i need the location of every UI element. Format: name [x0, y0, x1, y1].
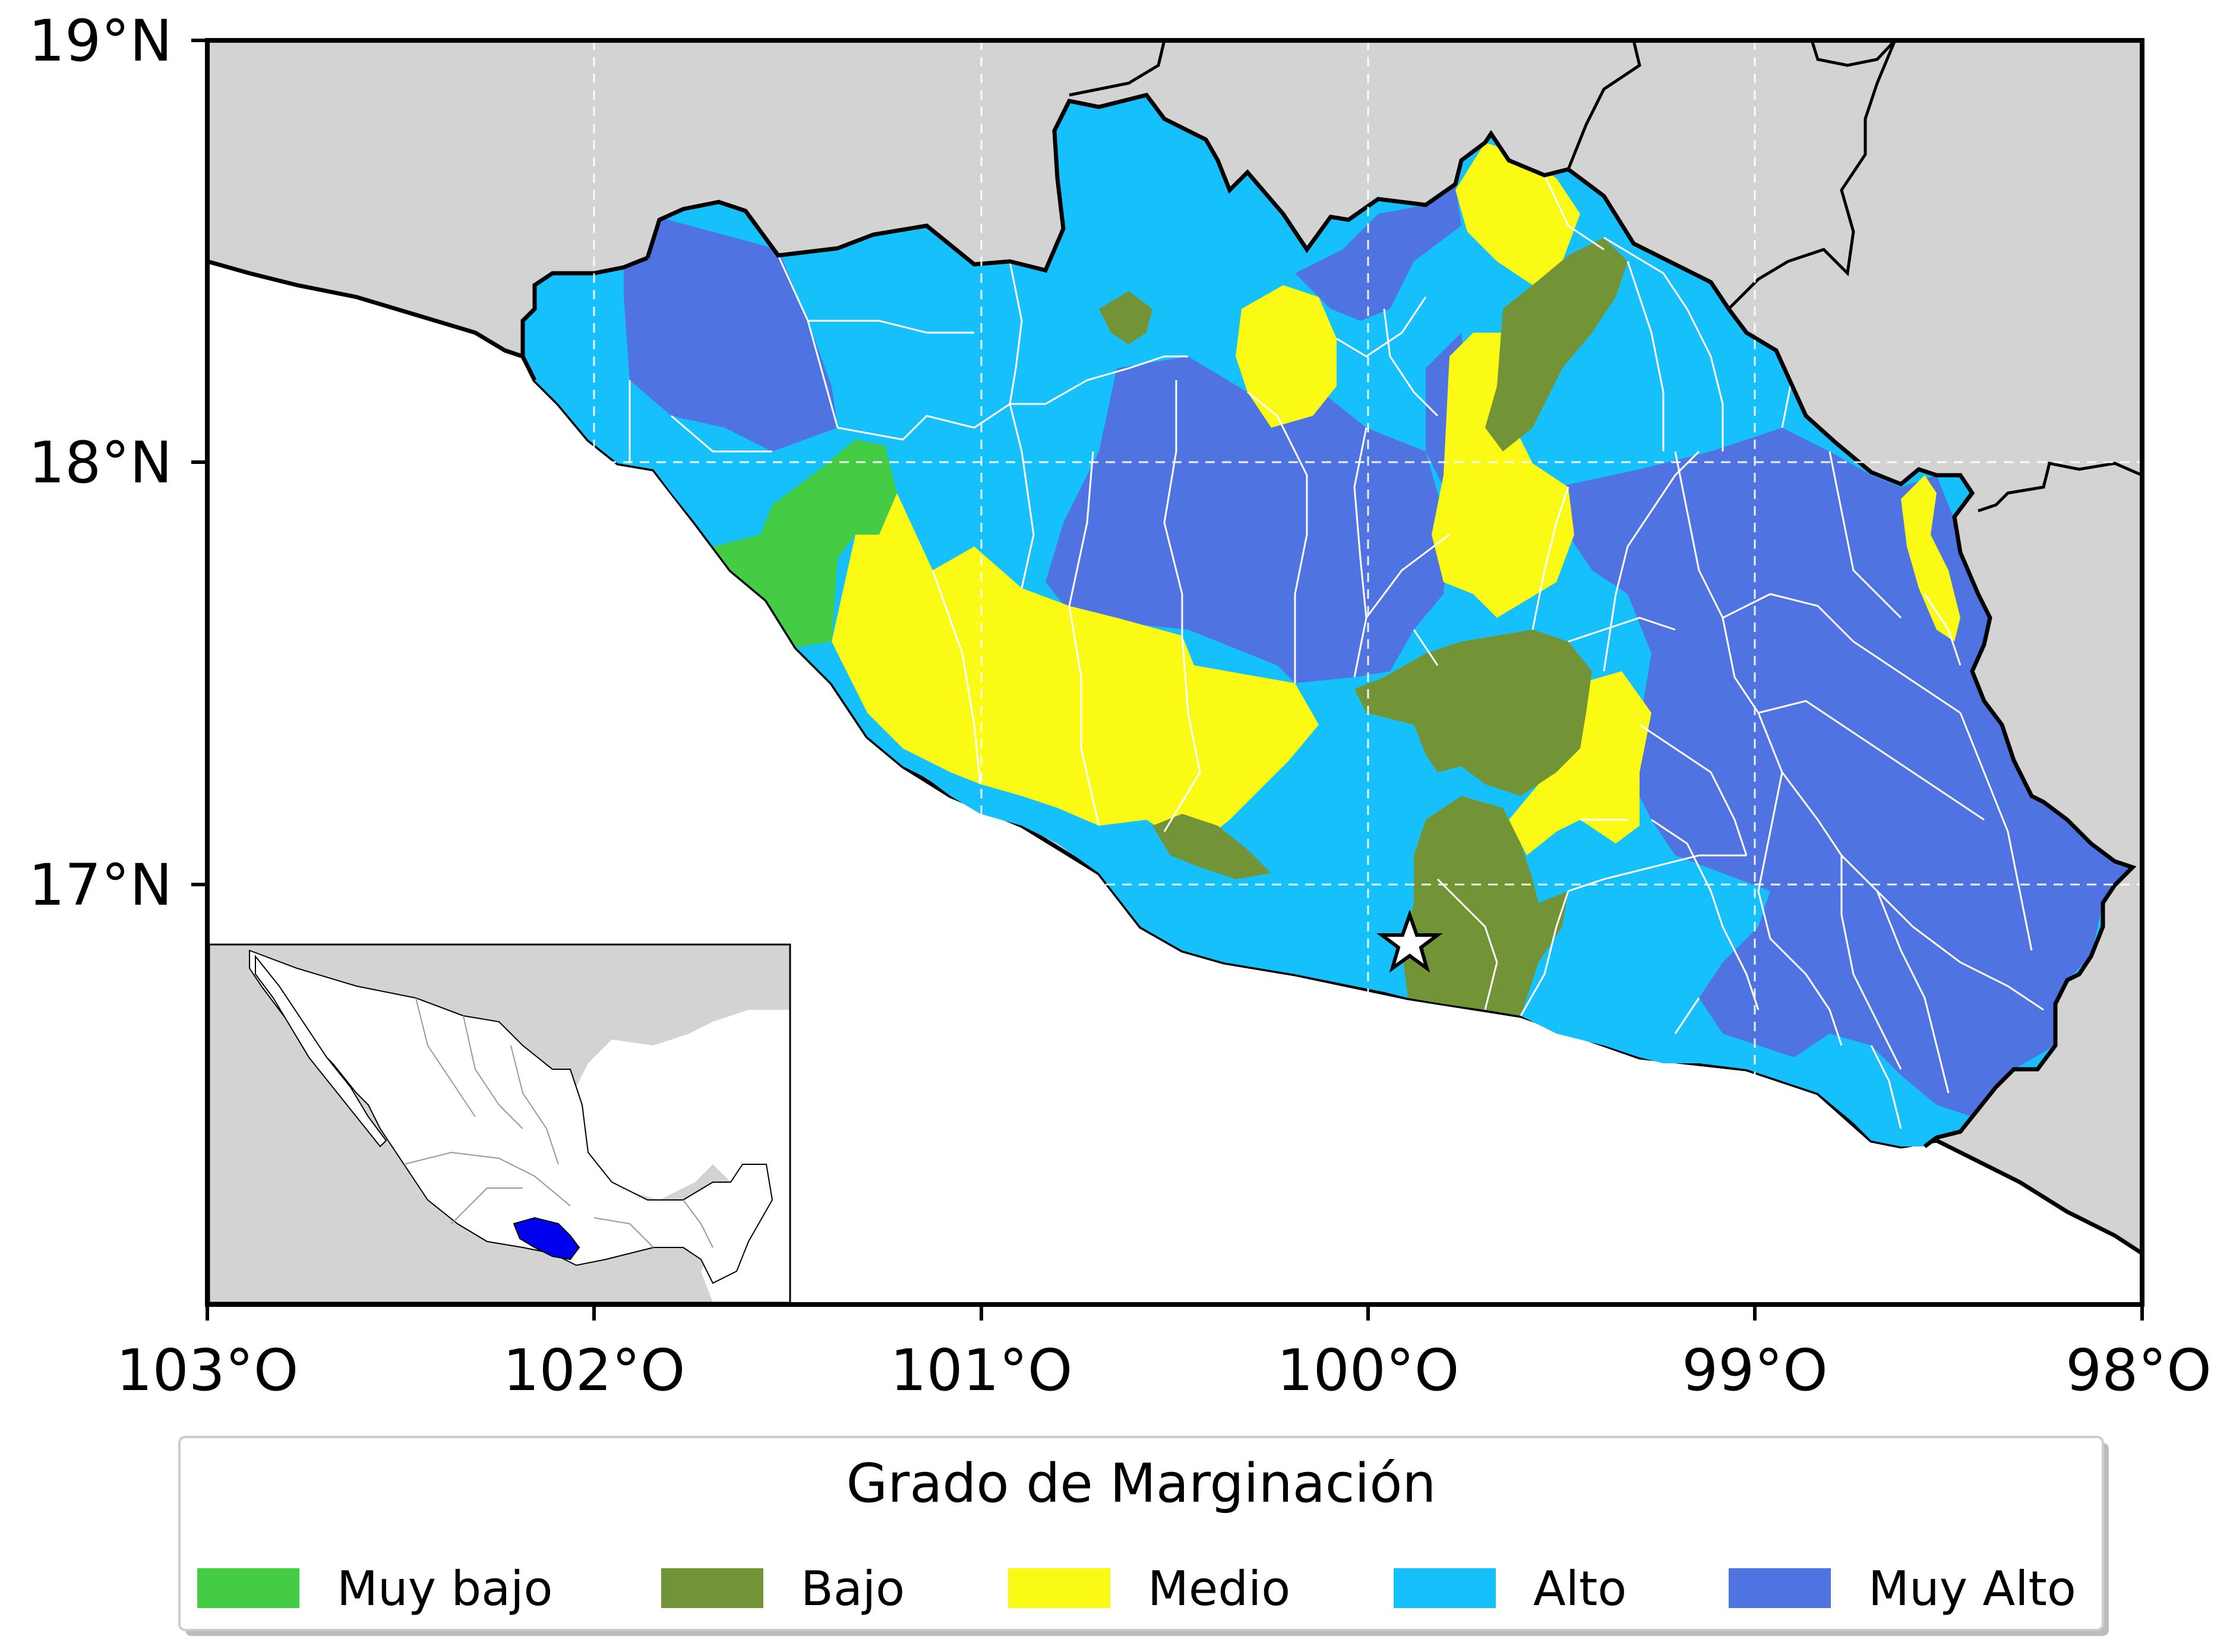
region-muy-alto-north [1295, 184, 1461, 321]
neighbor-state-borders [1069, 40, 2142, 513]
municipalities-layer [523, 95, 2133, 1146]
region-medio-south [1509, 671, 1651, 855]
lat-tick-19: 19°N [29, 8, 172, 74]
region-bajo-south [1402, 796, 1568, 1016]
legend-label-muy-bajo: Muy bajo [337, 1561, 552, 1616]
region-medio-east [1901, 475, 1960, 642]
inset-map [208, 943, 791, 1304]
guerrero-outline [520, 93, 2137, 1148]
region-muy-alto-east [1556, 428, 2133, 1117]
region-medio-north2 [1455, 143, 1580, 285]
legend-swatch-alto [1394, 1568, 1496, 1608]
legend-label-alto: Alto [1533, 1561, 1626, 1616]
inset-guerrero [513, 1217, 580, 1261]
lon-tick-103: 103°O [116, 1337, 299, 1404]
legend-label-bajo: Bajo [801, 1561, 905, 1616]
lon-tick-101: 101°O [890, 1337, 1073, 1404]
region-muy-bajo [713, 440, 897, 647]
inset-baja [255, 955, 387, 1148]
legend-label-muy-alto: Muy Alto [1868, 1561, 2076, 1616]
lat-tick-18: 18°N [29, 429, 172, 496]
region-bajo-small [1099, 291, 1152, 345]
legend-swatch-bajo [661, 1568, 763, 1608]
legend-swatch-medio [1008, 1568, 1110, 1608]
legend-swatch-muy-bajo [197, 1568, 299, 1608]
region-medio-central [1432, 333, 1574, 618]
lat-tick-17: 17°N [29, 852, 172, 918]
region-bajo-coast [1152, 814, 1271, 879]
region-bajo-central [1354, 630, 1592, 796]
legend: Grado de Marginación Muy bajo Bajo Medio… [178, 1436, 2109, 1636]
legend-swatch-muy-alto [1729, 1568, 1831, 1608]
lon-tick-98: 98°O [2065, 1337, 2212, 1404]
map-frame [205, 38, 2144, 1307]
region-medio-north1 [1236, 285, 1337, 428]
lon-tick-102: 102°O [503, 1337, 686, 1404]
axis-ticks [191, 39, 2144, 1321]
region-muy-alto-center [1046, 356, 1449, 683]
lon-tick-99: 99°O [1682, 1337, 1828, 1404]
inset-state-lines [403, 997, 713, 1248]
legend-title: Grado de Marginación [847, 1452, 1436, 1515]
star-icon [1376, 909, 1443, 973]
region-bajo-north [1485, 238, 1628, 451]
lon-tick-100: 100°O [1277, 1337, 1460, 1404]
legend-label-medio: Medio [1148, 1561, 1290, 1616]
